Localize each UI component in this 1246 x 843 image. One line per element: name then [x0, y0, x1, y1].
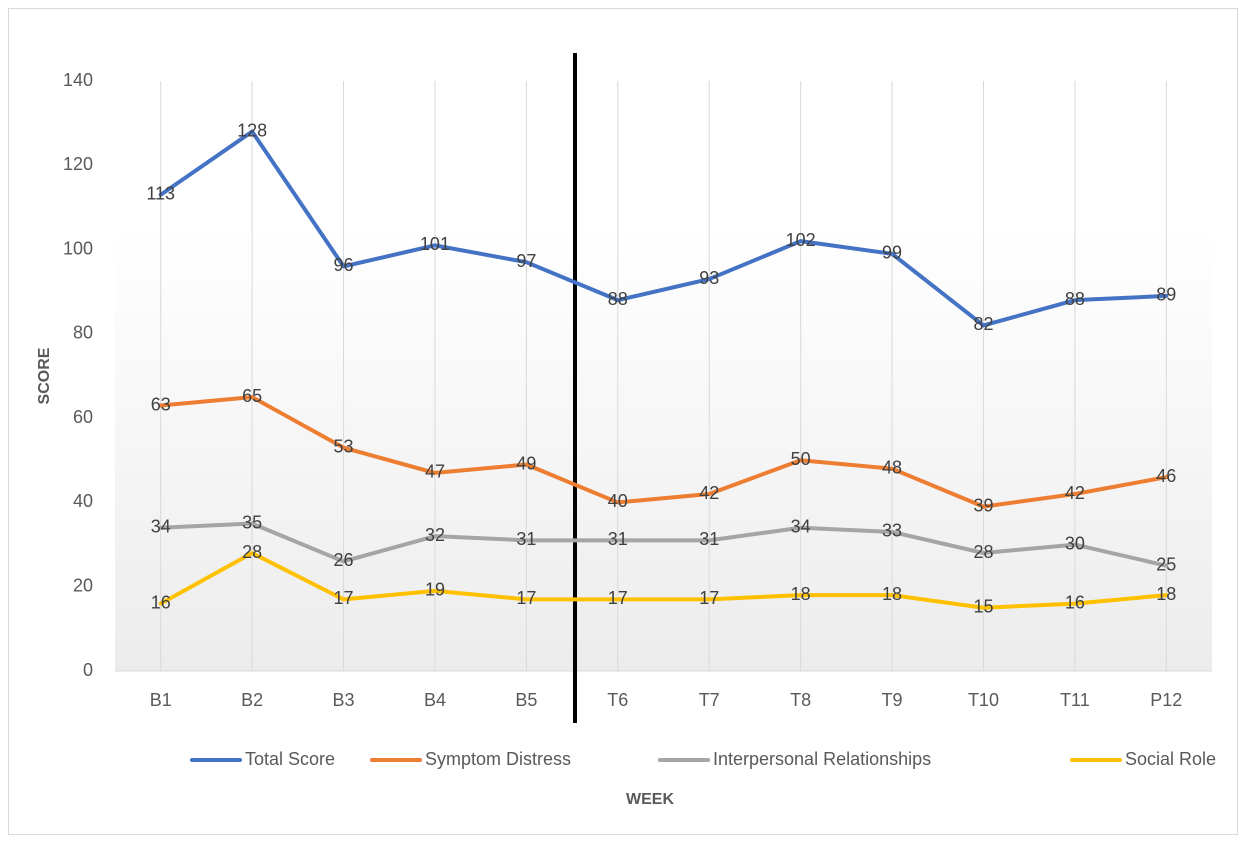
series-line: [158, 129, 1169, 328]
data-label: 47: [425, 462, 445, 482]
x-tick-label: T10: [968, 690, 999, 710]
data-label: 28: [242, 542, 262, 562]
data-label: 49: [516, 453, 536, 473]
data-label: 40: [608, 491, 628, 511]
data-label: 18: [791, 584, 811, 604]
data-label: 17: [699, 588, 719, 608]
series-line: [158, 551, 1169, 610]
data-label: 128: [237, 120, 267, 140]
data-label: 18: [882, 584, 902, 604]
x-tick-label: B3: [333, 690, 355, 710]
data-label: 89: [1156, 285, 1176, 305]
data-label: 88: [608, 289, 628, 309]
data-label: 16: [1065, 592, 1085, 612]
data-label: 113: [146, 184, 175, 204]
data-label: 48: [882, 457, 902, 477]
y-axis-title: SCORE: [36, 347, 53, 404]
data-label: 28: [973, 542, 993, 562]
x-tick-label: B2: [241, 690, 263, 710]
y-tick-label: 0: [83, 660, 93, 680]
data-label: 33: [882, 521, 902, 541]
data-label: 26: [334, 550, 354, 570]
data-label: 88: [1065, 289, 1085, 309]
x-tick-label: B4: [424, 690, 446, 710]
data-label: 17: [608, 588, 628, 608]
y-tick-label: 100: [63, 238, 93, 258]
data-label: 31: [699, 529, 719, 549]
x-tick-label: T6: [607, 690, 628, 710]
data-label: 42: [1065, 483, 1085, 503]
y-tick-label: 80: [73, 323, 93, 343]
legend-label: Total Score: [245, 749, 335, 769]
data-label: 97: [516, 251, 536, 271]
data-label: 31: [608, 529, 628, 549]
series-line: [158, 521, 1169, 568]
data-label: 93: [699, 268, 719, 288]
data-label: 82: [973, 314, 993, 334]
data-label: 30: [1065, 533, 1085, 553]
data-label: 17: [516, 588, 536, 608]
x-tick-label: T11: [1060, 690, 1090, 710]
data-label: 16: [151, 592, 171, 612]
data-label: 17: [334, 588, 354, 608]
y-tick-label: 120: [63, 154, 93, 174]
y-tick-label: 40: [73, 491, 93, 511]
data-label: 31: [516, 529, 536, 549]
legend-label: Interpersonal Relationships: [713, 749, 931, 769]
legend-label: Symptom Distress: [425, 749, 571, 769]
y-tick-label: 20: [73, 575, 93, 595]
y-tick-label: 140: [63, 70, 93, 90]
data-label: 25: [1156, 554, 1176, 574]
x-tick-label: P12: [1150, 690, 1182, 710]
data-label: 42: [699, 483, 719, 503]
data-label: 96: [334, 255, 354, 275]
data-label: 39: [973, 495, 993, 515]
data-label: 101: [420, 234, 450, 254]
x-tick-label: T8: [790, 690, 811, 710]
legend-label: Social Role: [1125, 749, 1216, 769]
x-tick-label: B5: [515, 690, 537, 710]
x-tick-label: B1: [150, 690, 172, 710]
plot-area: [115, 81, 1212, 671]
data-label: 53: [334, 436, 354, 456]
x-tick-label: T9: [882, 690, 903, 710]
data-label: 102: [786, 230, 816, 250]
data-label: 65: [242, 386, 262, 406]
data-label: 15: [973, 597, 993, 617]
data-label: 19: [425, 580, 445, 600]
data-label: 34: [791, 516, 811, 536]
data-label: 32: [425, 525, 445, 545]
y-tick-label: 60: [73, 407, 93, 427]
data-label: 34: [151, 516, 171, 536]
data-label: 35: [242, 512, 262, 532]
data-label: 99: [882, 243, 902, 263]
data-label: 50: [791, 449, 811, 469]
series-line: [158, 395, 1169, 509]
data-label: 63: [151, 394, 171, 414]
data-label: 18: [1156, 584, 1176, 604]
data-label: 46: [1156, 466, 1176, 486]
x-tick-label: T7: [699, 690, 720, 710]
x-axis-title: WEEK: [626, 791, 674, 808]
